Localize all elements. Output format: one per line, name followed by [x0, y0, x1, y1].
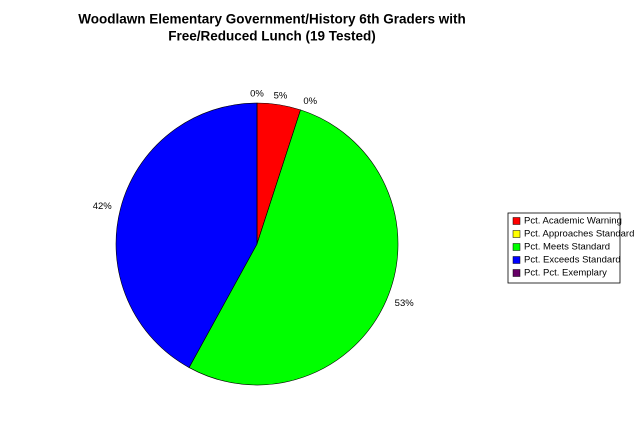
slice-label: 0% [303, 96, 317, 107]
legend-label: Pct. Approaches Standard [524, 229, 634, 240]
legend-label: Pct. Exceeds Standard [524, 255, 621, 266]
slice-label: 5% [274, 90, 288, 101]
legend-swatch [512, 217, 521, 225]
legend-swatch [512, 256, 521, 264]
legend-label: Pct. Academic Warning [524, 216, 622, 227]
legend-box [507, 212, 621, 284]
slice-label: 0% [250, 89, 264, 100]
chart-title: Woodlawn Elementary Government/History 6… [78, 12, 466, 27]
legend-swatch [512, 230, 521, 238]
legend-label: Pct. Pct. Exemplary [524, 268, 607, 279]
legend-label: Pct. Meets Standard [524, 242, 610, 253]
legend-swatch [512, 243, 521, 251]
pie-slice [188, 109, 399, 386]
slice-label: 53% [395, 298, 415, 309]
legend-swatch [512, 269, 521, 277]
chart-title: Free/Reduced Lunch (19 Tested) [168, 29, 376, 44]
slice-label: 42% [93, 201, 113, 212]
pie-slice [115, 102, 258, 368]
